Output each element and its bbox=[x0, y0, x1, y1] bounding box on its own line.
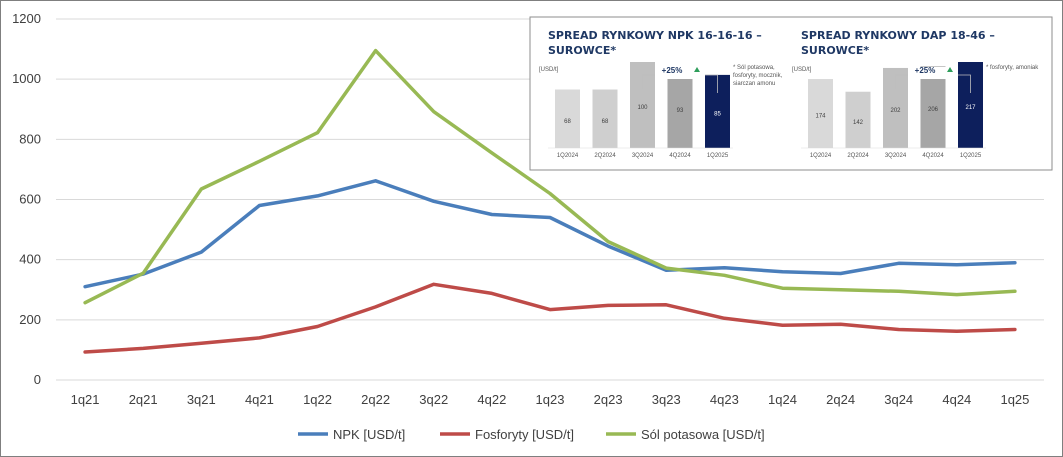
up-arrow-icon bbox=[947, 67, 953, 72]
inset-footnote: * fosforyty, amoniak bbox=[986, 65, 1039, 71]
inset-bar-label: 1Q2025 bbox=[960, 153, 982, 159]
x-tick-label: 2q23 bbox=[594, 392, 623, 407]
inset-bar bbox=[845, 91, 871, 148]
inset-bar-value: 85 bbox=[714, 111, 721, 117]
x-tick-label: 4q24 bbox=[942, 392, 971, 407]
inset-chart-2: SPREAD RYNKOWY DAP 18-46 – SUROWCE* [USD/t… bbox=[792, 29, 1039, 159]
inset-footnote: * Sól potasowa, bbox=[733, 65, 775, 71]
inset-title: SUROWCE* bbox=[801, 44, 869, 57]
inset-title: SPREAD RYNKOWY DAP 18-46 – bbox=[801, 29, 995, 42]
x-tick-label: 2q22 bbox=[361, 392, 390, 407]
inset-bar bbox=[592, 89, 618, 148]
inset-unit-label: [USD/t] bbox=[792, 67, 812, 73]
inset-bar-value: 68 bbox=[564, 119, 571, 125]
x-tick-label: 4q22 bbox=[477, 392, 506, 407]
inset-bar-label: 2Q2024 bbox=[847, 153, 869, 159]
y-tick-label: 1200 bbox=[12, 11, 41, 26]
y-tick-label: 0 bbox=[34, 372, 41, 387]
inset-chart-1: SPREAD RYNKOWY NPK 16-16-16 – SUROWCE* [US… bbox=[539, 29, 783, 159]
inset-title: SPREAD RYNKOWY NPK 16-16-16 – bbox=[548, 29, 762, 42]
legend-label-2: Fosforyty [USD/t] bbox=[475, 427, 574, 442]
y-tick-label: 800 bbox=[19, 131, 41, 146]
legend-label-3: Sól potasowa [USD/t] bbox=[641, 427, 765, 442]
inset-change-label: +25% bbox=[662, 66, 683, 75]
x-tick-label: 3q21 bbox=[187, 392, 216, 407]
x-tick-label: 2q24 bbox=[826, 392, 855, 407]
x-tick-label: 3q24 bbox=[884, 392, 913, 407]
inset-bar bbox=[808, 79, 833, 148]
x-tick-label: 1q23 bbox=[536, 392, 565, 407]
inset-bar-label: 1Q2025 bbox=[707, 153, 729, 159]
x-tick-label: 3q23 bbox=[652, 392, 681, 407]
y-tick-label: 400 bbox=[19, 252, 41, 267]
inset-bar-label: 3Q2024 bbox=[632, 153, 654, 159]
inset-bar bbox=[667, 68, 693, 148]
inset-bar-value: 202 bbox=[890, 108, 901, 114]
y-tick-label: 1000 bbox=[12, 71, 41, 86]
series-line-3 bbox=[83, 48, 1017, 305]
inset-change-label: +25% bbox=[915, 66, 936, 75]
inset-bar bbox=[555, 89, 580, 148]
inset-change-bg bbox=[908, 67, 958, 79]
inset-bar-value: 142 bbox=[853, 120, 864, 126]
inset-bar-label: 4Q2024 bbox=[669, 153, 691, 159]
x-tick-label: 4q23 bbox=[710, 392, 739, 407]
inset-bar-value: 100 bbox=[637, 105, 648, 111]
inset-title: SUROWCE* bbox=[548, 44, 616, 57]
up-arrow-icon bbox=[694, 67, 700, 72]
inset-footnote: fosforyty, mocznik, bbox=[733, 73, 783, 79]
series-line-1 bbox=[83, 179, 1017, 289]
inset-bar bbox=[920, 66, 946, 148]
x-tick-label: 1q21 bbox=[71, 392, 100, 407]
inset-bar-label: 1Q2024 bbox=[810, 153, 832, 159]
inset-footnote: siarczan amonu bbox=[733, 81, 775, 87]
inset-bar-value: 93 bbox=[677, 108, 684, 114]
x-tick-label: 3q22 bbox=[419, 392, 448, 407]
inset-bar-value: 174 bbox=[815, 114, 826, 120]
legend-label-1: NPK [USD/t] bbox=[333, 427, 405, 442]
x-tick-label: 1q24 bbox=[768, 392, 797, 407]
inset-change-bg bbox=[655, 67, 705, 79]
x-tick-label: 1q25 bbox=[1000, 392, 1029, 407]
y-tick-label: 200 bbox=[19, 312, 41, 327]
x-tick-label: 1q22 bbox=[303, 392, 332, 407]
inset-bar-label: 1Q2024 bbox=[557, 153, 579, 159]
x-tick-label: 2q21 bbox=[129, 392, 158, 407]
series-line-2 bbox=[83, 282, 1017, 354]
inset-bar-label: 4Q2024 bbox=[922, 153, 944, 159]
inset-unit-label: [USD/t] bbox=[539, 67, 559, 73]
inset-bar-value: 217 bbox=[965, 105, 976, 111]
y-tick-label: 600 bbox=[19, 192, 41, 207]
x-tick-label: 4q21 bbox=[245, 392, 274, 407]
inset-bar-label: 3Q2024 bbox=[885, 153, 907, 159]
inset-bar-label: 2Q2024 bbox=[594, 153, 616, 159]
inset-bar-value: 206 bbox=[928, 107, 939, 113]
inset-bar-value: 68 bbox=[602, 119, 609, 125]
